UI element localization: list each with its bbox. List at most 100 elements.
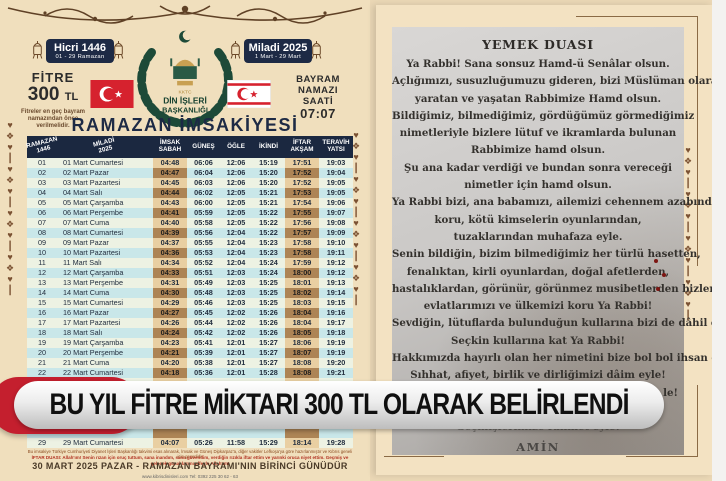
table-cell: 06 Mart Perşembe — [57, 208, 153, 218]
table-cell: 04:34 — [153, 258, 187, 268]
table-cell: 05:51 — [187, 268, 220, 278]
table-cell: 06:00 — [187, 198, 220, 208]
table-cell: 12:01 — [220, 358, 252, 368]
table-cell: 15:27 — [252, 358, 285, 368]
dua-line: fenalıktan, kirli oyunlardan, doğal afet… — [406, 265, 670, 278]
lantern-icon — [230, 41, 241, 59]
table-row: 09 09 Mart Pazar 04:37 05:55 12:04 15:23 17:58… — [27, 238, 353, 248]
table-cell — [220, 408, 252, 418]
table-cell: 05:49 — [187, 278, 220, 288]
table-cell: 17:58 — [285, 248, 319, 258]
table-cell: 17:53 — [285, 188, 319, 198]
table-row — [27, 388, 353, 398]
table-cell: 04:31 — [153, 278, 187, 288]
contact-line: www.kibrisdinisleri.com Tel: 0392 225 30… — [142, 474, 238, 479]
table-cell: 16 Mart Pazar — [57, 308, 153, 318]
table-cell: 07 — [27, 218, 57, 228]
ornament-glyph-icon: ♥ — [685, 167, 691, 177]
table-cell: 04:33 — [153, 268, 187, 278]
table-row: 01 01 Mart Cumartesi 04:48 06:06 12:06 15:19 1… — [27, 158, 353, 168]
table-cell: 15:24 — [252, 258, 285, 268]
table-cell — [187, 378, 220, 388]
ornament-glyph-icon: ❖ — [6, 219, 15, 229]
table-cell: 05:38 — [187, 358, 220, 368]
ornament-glyph-icon: ♥ — [353, 262, 359, 272]
ornament-glyph-icon: ♥ — [685, 145, 691, 155]
table-cell: 19 Mart Çarşamba — [57, 338, 153, 348]
table-cell — [187, 408, 220, 418]
table-cell — [187, 418, 220, 428]
table-cell: 18:08 — [285, 358, 319, 368]
ornament-chain-right: ♥ ❖ ♥ ┃ ♥ ❖ ♥ ┃ ♥ ❖ ♥ ┃ ♥ ❖ ♥ ┃ — [352, 130, 360, 305]
corner-line-ornament — [697, 385, 698, 457]
dua-line: Sevdiğin, lütuflarda bulunduğun kulların… — [392, 317, 726, 330]
table-cell: 10 — [27, 248, 57, 258]
table-cell: 04:26 — [153, 318, 187, 328]
dua-line: Rabbimize hamd olsun. — [470, 144, 606, 157]
top-flourish-ornament — [7, 5, 363, 24]
ornament-glyph-icon: ┃ — [685, 178, 691, 188]
table-cell: 19:12 — [319, 258, 353, 268]
table-row: 04 04 Mart Salı 04:44 06:02 12:05 15:21 17:53 1… — [27, 188, 353, 198]
table-cell: 05:55 — [187, 238, 220, 248]
table-cell — [27, 398, 57, 408]
corner-line-ornament — [576, 16, 698, 17]
table-cell: 18 — [27, 328, 57, 338]
table-cell — [285, 388, 319, 398]
crescent-icon — [179, 30, 193, 43]
table-row: 15 15 Mart Cumartesi 04:29 05:46 12:03 15:25 1… — [27, 298, 353, 308]
table-cell: 15:25 — [252, 288, 285, 298]
table-cell: 18:04 — [285, 308, 319, 318]
table-row — [27, 378, 353, 388]
table-cell: 12:04 — [220, 228, 252, 238]
table-cell: 15:22 — [252, 228, 285, 238]
table-row — [27, 418, 353, 428]
hicri-range: 01 - 29 Ramazan — [55, 54, 105, 60]
col-gunes: GÜNEŞ — [187, 136, 220, 158]
dua-line: hastalıklardan, görünür, görünmez musibe… — [392, 282, 723, 295]
ornament-glyph-icon: ┃ — [353, 295, 359, 305]
table-cell: 16 — [27, 308, 57, 318]
ornament-glyph-icon: ❖ — [684, 288, 693, 298]
table-cell: 04:36 — [153, 248, 187, 258]
table-cell: 19:15 — [319, 298, 353, 308]
table-row: 20 20 Mart Perşembe 04:21 05:39 12:01 15:27 18… — [27, 348, 353, 358]
table-cell: 12:06 — [220, 158, 252, 168]
table-cell: 11 — [27, 258, 57, 268]
ornament-glyph-icon: ♥ — [7, 274, 13, 284]
table-cell: 12:05 — [220, 218, 252, 228]
table-cell — [319, 398, 353, 408]
ornament-glyph-icon: ❖ — [6, 263, 15, 273]
table-cell: 19:09 — [319, 228, 353, 238]
lantern-icon — [113, 41, 124, 59]
table-cell: 22 Mart Cumartesi — [57, 368, 153, 378]
laurel-wreath — [137, 48, 233, 128]
dua-closing-line: Geçmişlerimize rahmet eyle! — [456, 420, 620, 433]
table-cell: 06:02 — [187, 188, 220, 198]
table-cell: 18:14 — [285, 438, 319, 448]
logo-org-line2: BAŞKANLIĞI — [162, 105, 208, 114]
table-cell: 18:04 — [285, 318, 319, 328]
table-cell: 19:11 — [319, 248, 353, 258]
table-cell: 04:44 — [153, 188, 187, 198]
table-cell — [153, 388, 187, 398]
table-cell: 15:25 — [252, 278, 285, 288]
table-cell: 15:26 — [252, 318, 285, 328]
table-row: 06 06 Mart Perşembe 04:41 05:59 12:05 15:22 17… — [27, 208, 353, 218]
table-cell — [27, 428, 57, 438]
table-cell: 05:46 — [187, 298, 220, 308]
trnc-flag — [227, 80, 271, 108]
table-cell: 19:14 — [319, 288, 353, 298]
table-cell — [285, 398, 319, 408]
table-cell — [27, 418, 57, 428]
table-cell: 04:18 — [153, 368, 187, 378]
table-cell: 19:08 — [319, 218, 353, 228]
col-ikindi: İKİNDİ — [252, 136, 285, 158]
ornament-glyph-icon: ❖ — [6, 175, 15, 185]
table-cell: 04:45 — [153, 178, 187, 188]
ornament-glyph-icon: ┃ — [7, 241, 13, 251]
table-cell: 04:27 — [153, 308, 187, 318]
table-cell: 15:21 — [252, 188, 285, 198]
table-cell: 12 — [27, 268, 57, 278]
